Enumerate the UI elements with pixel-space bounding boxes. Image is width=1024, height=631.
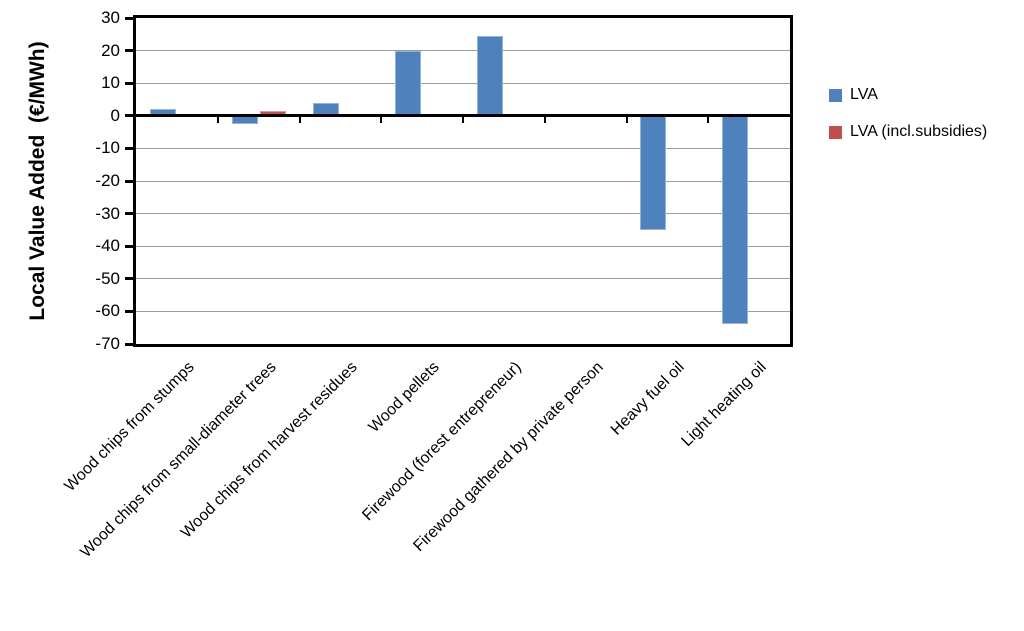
y-axis-tick (125, 277, 133, 281)
y-tick-label: 0 (110, 105, 120, 125)
gridline (136, 82, 790, 84)
y-axis-tick (125, 309, 133, 313)
y-axis-tick (125, 114, 133, 118)
y-axis-tick (125, 146, 133, 150)
x-axis-line (136, 114, 790, 118)
y-axis-tick (125, 179, 133, 183)
bar-lva-3 (395, 50, 422, 116)
y-axis-tick (125, 49, 133, 53)
legend-label: LVA (850, 86, 878, 103)
x-axis-tick (462, 117, 464, 124)
gridline (136, 50, 790, 52)
y-axis-tick (125, 81, 133, 85)
y-tick-label: 30 (101, 8, 120, 27)
legend-label: LVA (incl.subsidies) (850, 123, 988, 140)
legend-item-lva-subsidies: LVA (incl.subsidies) (829, 121, 987, 143)
x-category-label: Light heating oil (678, 358, 770, 450)
gridline (136, 213, 790, 215)
y-tick-label: -20 (95, 171, 120, 190)
legend-swatch-icon (829, 88, 842, 102)
y-tick-label: 20 (101, 40, 120, 60)
legend-swatch-icon (829, 125, 842, 139)
gridline (136, 245, 790, 247)
x-axis-tick (298, 117, 301, 124)
bar-lva-2 (313, 102, 340, 116)
y-axis-tick (125, 342, 133, 346)
x-axis-tick (216, 117, 219, 124)
legend-item-lva: LVA (829, 84, 987, 106)
y-tick-label: -10 (95, 138, 120, 158)
x-axis-tick (543, 117, 546, 124)
bar-lva-1 (231, 115, 258, 124)
y-tick-label: -30 (95, 203, 120, 223)
bar-lva-7 (722, 115, 749, 325)
gridline (136, 180, 790, 182)
plot-area (133, 15, 793, 347)
bar-lva-0 (149, 109, 176, 116)
bar-lva-6 (640, 115, 667, 230)
gridline (136, 278, 790, 280)
gridline (136, 310, 790, 312)
y-axis-tick (125, 212, 133, 216)
y-tick-label: -50 (95, 268, 120, 288)
x-axis-tick (380, 117, 383, 124)
x-axis-tick (625, 117, 628, 124)
y-tick-label: 10 (101, 73, 120, 93)
bar-lva-subsidies-1 (259, 110, 286, 116)
gridline (136, 147, 790, 149)
y-tick-label: -70 (95, 334, 120, 353)
y-axis-tick (125, 16, 133, 20)
y-axis-title: Local Value Added (€/MWh) (26, 41, 49, 321)
y-axis-tick (125, 244, 133, 248)
legend: LVA LVA (incl.subsidies) (829, 84, 987, 158)
bar-lva-4 (476, 35, 503, 116)
y-tick-label: -40 (95, 236, 120, 256)
x-axis-tick (707, 117, 710, 124)
y-tick-label: -60 (95, 301, 120, 321)
